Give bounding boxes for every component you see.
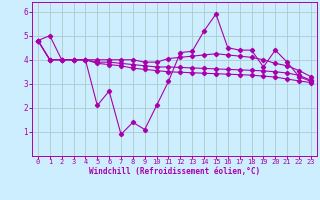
X-axis label: Windchill (Refroidissement éolien,°C): Windchill (Refroidissement éolien,°C) [89, 167, 260, 176]
